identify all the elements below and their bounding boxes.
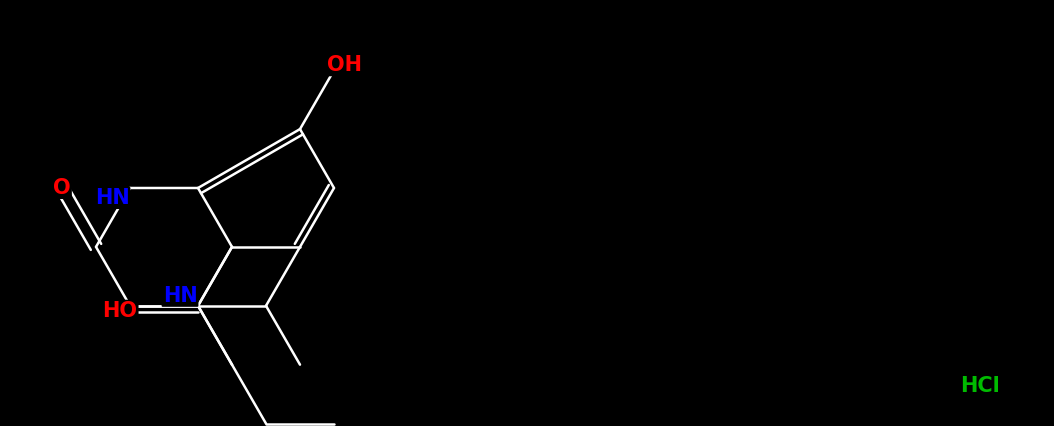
Text: O: O bbox=[53, 178, 71, 198]
Text: HN: HN bbox=[162, 286, 197, 306]
Text: OH: OH bbox=[327, 55, 362, 75]
Text: HO: HO bbox=[102, 301, 137, 321]
Text: HCl: HCl bbox=[960, 376, 1000, 396]
Text: HN: HN bbox=[95, 188, 130, 208]
